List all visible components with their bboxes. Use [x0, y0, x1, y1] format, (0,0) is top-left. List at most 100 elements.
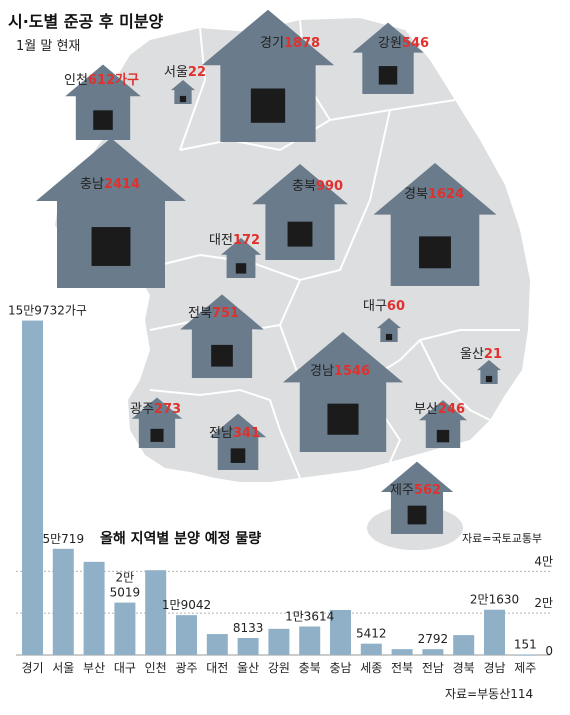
bar-value-labels: 15만9732가구 5만719 2만 5019 1만9042 8133 1만3614 5412…	[8, 304, 537, 652]
region-label-경남: 경남1546	[310, 364, 370, 379]
region-name: 인천	[64, 73, 88, 88]
region-label-경북: 경북1624	[404, 187, 464, 202]
bar-대구	[114, 602, 136, 655]
house-marker-전남	[209, 413, 267, 470]
region-name: 부산	[414, 402, 438, 417]
house-shape	[36, 138, 186, 288]
xtick-label: 서울	[52, 661, 74, 675]
region-name: 대구	[363, 299, 387, 314]
house-shape	[220, 237, 262, 278]
map-source: 자료=국토교통부	[462, 532, 542, 545]
region-label-인천: 인천612가구	[64, 73, 139, 88]
house-shape	[380, 461, 454, 534]
region-value: 751	[212, 306, 239, 321]
bar-광주	[176, 615, 197, 655]
house-marker-인천	[65, 64, 141, 140]
region-label-광주: 광주273	[130, 402, 181, 417]
region-value: 612가구	[88, 73, 139, 88]
house-door	[436, 429, 450, 443]
bar-value-label: 2만1630	[470, 593, 519, 607]
ytick-label: 2만	[534, 596, 553, 610]
house-marker-대전	[220, 237, 262, 278]
region-value: 22	[188, 65, 206, 80]
house-door	[91, 227, 131, 266]
bar-value-label: 8133	[233, 621, 264, 635]
bar-대전	[206, 634, 228, 655]
bar-부산	[83, 561, 105, 655]
house-markers	[36, 9, 501, 534]
house-marker-경기	[201, 9, 335, 143]
bar-경기	[22, 320, 43, 655]
bar-chart-xlabels: 경기 서울 부산 대구 인천 광주 대전 울산 강원 충북 충남 세종 전북 전남 경북 경남 제주	[21, 660, 536, 675]
bar-인천	[145, 570, 167, 655]
ytick-label: 0	[545, 644, 553, 658]
region-value: 246	[438, 402, 465, 417]
region-value: 1624	[428, 187, 464, 202]
region-label-경기: 경기1878	[260, 36, 320, 51]
region-name: 충북	[292, 179, 316, 194]
region-value: 172	[233, 233, 260, 248]
bar-경북	[453, 635, 475, 655]
region-name: 강원	[378, 36, 402, 51]
xtick-label: 울산	[237, 661, 259, 675]
region-name: 울산	[460, 347, 484, 362]
bar-value-label: 2만 5019	[110, 571, 141, 600]
ytick-label: 4만	[534, 554, 553, 568]
region-name: 경기	[260, 36, 284, 51]
xtick-label: 충북	[299, 661, 321, 675]
house-door	[419, 236, 451, 269]
xtick-label: 경기	[21, 661, 43, 675]
region-label-서울: 서울22	[164, 65, 206, 80]
xtick-label: 전북	[391, 661, 413, 675]
region-name: 전남	[209, 426, 233, 441]
house-shape	[419, 400, 467, 448]
bar-충남	[330, 609, 351, 655]
house-shape	[377, 318, 401, 342]
bar-chart-title: 올해 지역별 분양 예정 물량	[100, 530, 261, 547]
region-value: 60	[387, 299, 405, 314]
house-door	[327, 403, 359, 435]
bar-value-label: 1만9042	[162, 598, 211, 612]
house-marker-강원	[352, 22, 424, 95]
region-value: 21	[484, 347, 502, 362]
xtick-label: 전남	[422, 661, 444, 675]
house-door	[150, 428, 164, 442]
house-door	[378, 66, 398, 85]
house-door	[250, 88, 286, 123]
region-label-대전: 대전172	[209, 233, 260, 248]
region-label-강원: 강원546	[378, 36, 429, 51]
house-marker-울산	[477, 360, 501, 384]
bar-경남	[484, 609, 505, 655]
bar-chart-yticks: 0 2만 4만	[534, 554, 553, 658]
region-name: 광주	[130, 402, 154, 417]
xtick-label: 경남	[483, 661, 505, 675]
region-name: 서울	[164, 65, 188, 80]
house-shape	[171, 80, 195, 104]
house-marker-경남	[282, 331, 404, 452]
house-marker-충남	[36, 138, 186, 288]
region-name: 전북	[188, 306, 212, 321]
house-shape	[373, 162, 497, 286]
bar-value-label: 151	[514, 638, 537, 652]
house-door	[287, 221, 313, 247]
region-value: 990	[316, 179, 343, 194]
region-label-울산: 울산21	[460, 347, 502, 362]
bar-전북	[391, 649, 413, 655]
region-label-부산: 부산246	[414, 402, 465, 417]
bar-value-label: 1만3614	[285, 609, 334, 623]
house-shape	[251, 163, 349, 260]
xtick-label: 세종	[360, 661, 382, 675]
region-label-대구: 대구60	[363, 299, 405, 314]
house-marker-충북	[251, 163, 349, 260]
region-name: 충남	[80, 177, 104, 192]
house-shape	[131, 397, 183, 448]
house-shape	[352, 22, 424, 95]
xtick-label: 강원	[268, 661, 290, 675]
xtick-label: 인천	[145, 660, 167, 675]
map-subtitle: 1월 말 현재	[16, 39, 80, 54]
xtick-label: 대구	[114, 661, 136, 675]
house-door	[179, 95, 187, 103]
region-value: 273	[154, 402, 181, 417]
bar-전남	[422, 649, 444, 655]
house-marker-전북	[180, 294, 264, 378]
